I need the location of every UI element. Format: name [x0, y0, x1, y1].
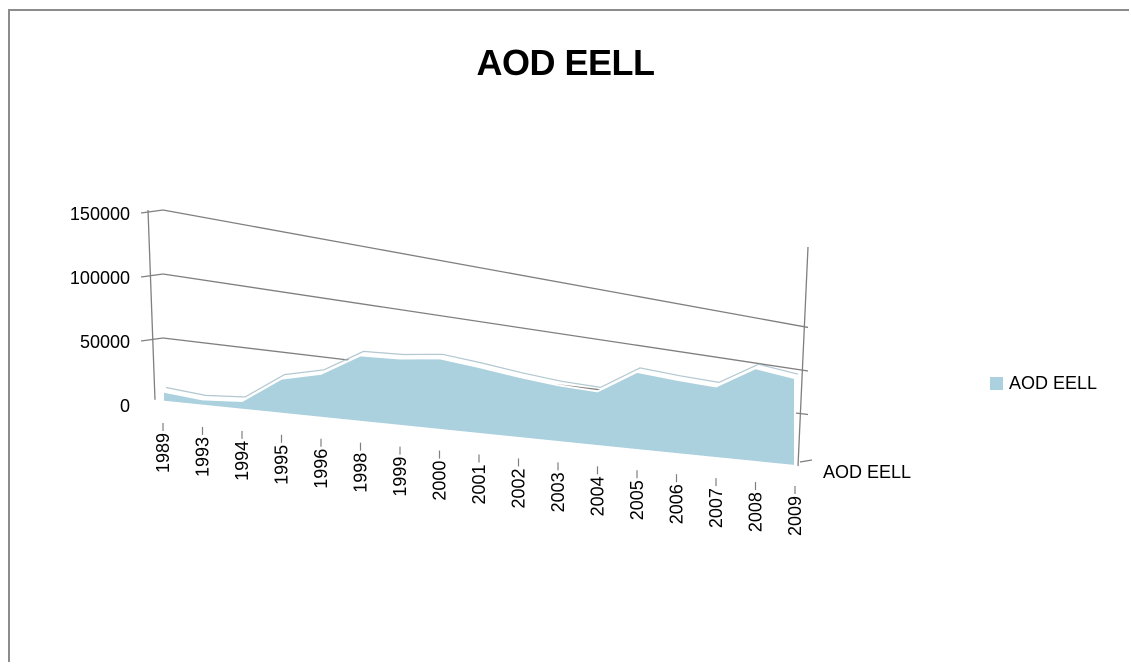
gridline-100000 — [162, 273, 809, 372]
x-tick-label-2007: 2007 — [706, 488, 726, 528]
x-tick-label-2009: 2009 — [785, 496, 805, 536]
y-tick-label-0: 0 — [120, 396, 130, 416]
x-tick-label-1998: 1998 — [351, 453, 371, 493]
area-series-aod-eell — [162, 354, 796, 468]
depth-axis-tick — [799, 459, 813, 463]
legend-swatch — [990, 377, 1003, 390]
gridline-150000 — [162, 209, 809, 329]
x-tick-label-2006: 2006 — [667, 484, 687, 524]
gridline-left-50000 — [140, 337, 164, 342]
front-baseline — [151, 399, 798, 469]
x-tick-label-1995: 1995 — [272, 445, 292, 485]
x-tick-label-2002: 2002 — [509, 468, 529, 508]
right-wall-edge — [797, 246, 809, 467]
gridline-left-150000 — [140, 209, 164, 214]
x-tick-label-1999: 1999 — [390, 457, 410, 497]
legend-label: AOD EELL — [1009, 373, 1098, 393]
x-tick-label-1993: 1993 — [193, 437, 213, 477]
chart-frame — [8, 9, 1129, 662]
x-tick-label-2005: 2005 — [627, 480, 647, 520]
x-tick-label-2003: 2003 — [548, 472, 568, 512]
y-axis-line — [147, 209, 156, 401]
y-tick-label-100000: 100000 — [70, 268, 130, 288]
x-tick-label-2008: 2008 — [746, 492, 766, 532]
x-tick-label-1994: 1994 — [232, 441, 252, 481]
legend: AOD EELL — [990, 373, 1097, 394]
y-tick-label-50000: 50000 — [80, 332, 130, 352]
x-tick-label-2001: 2001 — [469, 465, 489, 505]
x-tick-label-1996: 1996 — [311, 449, 331, 489]
y-tick-label-150000: 150000 — [70, 204, 130, 224]
x-tick-label-2000: 2000 — [430, 461, 450, 501]
x-tick-label-2004: 2004 — [588, 476, 608, 516]
depth-axis-label: AOD EELL — [823, 462, 911, 482]
gridline-left-100000 — [140, 273, 164, 278]
area-top-rim — [165, 350, 799, 398]
chart-title: AOD EELL — [476, 42, 655, 83]
x-tick-label-1989: 1989 — [153, 433, 173, 473]
